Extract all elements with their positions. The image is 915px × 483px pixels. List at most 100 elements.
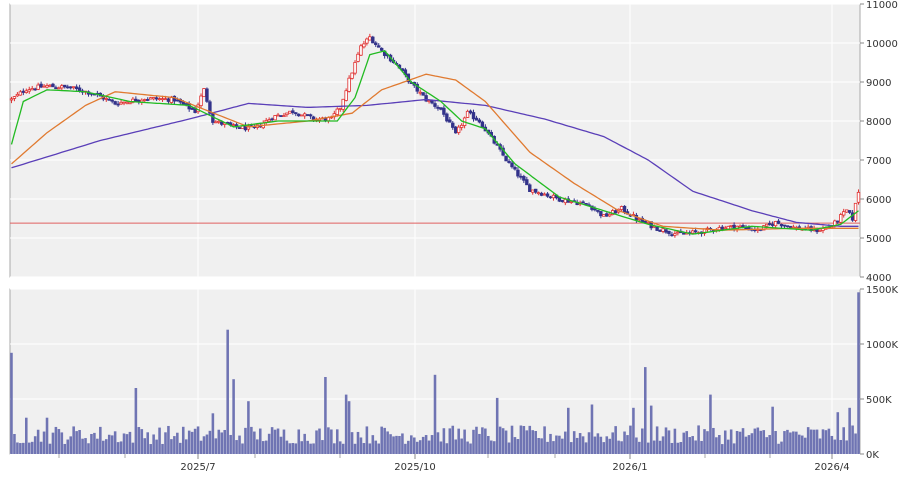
- volume-bar: [25, 417, 28, 454]
- volume-bar: [110, 435, 114, 454]
- candle-body: [199, 95, 203, 107]
- ma-mid-line: [11, 73, 859, 231]
- volume-bar: [842, 427, 845, 454]
- candle-body: [205, 88, 209, 102]
- volume-bar: [285, 440, 289, 454]
- candle-body: [847, 210, 852, 213]
- volume-bar: [664, 427, 668, 454]
- volume-bar: [258, 428, 262, 454]
- candle-body: [605, 213, 609, 217]
- volume-tick-label: 500K: [866, 395, 892, 406]
- volume-bar: [809, 429, 813, 454]
- candle-body: [664, 229, 668, 233]
- volume-bar: [815, 429, 819, 454]
- candle-body: [676, 231, 680, 234]
- candle-body: [148, 97, 153, 100]
- volume-bar: [321, 440, 324, 454]
- volume-bar: [492, 441, 496, 454]
- price-panel: 11000 10000 9000 8000 7000 6000 5000 4000: [9, 0, 898, 284]
- candle-body: [667, 230, 671, 234]
- candle-body: [231, 124, 236, 127]
- volume-bar: [780, 441, 783, 454]
- candle-body: [211, 113, 215, 123]
- candle-body: [584, 203, 588, 205]
- volume-bar: [558, 435, 561, 454]
- candle-body: [379, 47, 384, 51]
- volume-bar: [264, 440, 268, 454]
- x-tick-label: 2026/4: [814, 462, 849, 473]
- candle-body: [720, 226, 724, 231]
- candle-body: [51, 83, 55, 88]
- volume-bar: [513, 437, 517, 454]
- candle-body: [110, 99, 114, 102]
- volume-bar: [575, 437, 579, 454]
- candle-body: [519, 175, 523, 178]
- volume-bar: [487, 436, 490, 454]
- volume-bar: [90, 434, 93, 454]
- candle-body: [267, 119, 271, 122]
- volume-bar: [667, 430, 671, 454]
- candle-body: [474, 117, 479, 121]
- candle-body: [738, 225, 742, 228]
- volume-bar: [836, 412, 840, 454]
- volume-bar: [750, 433, 754, 454]
- volume-bar: [605, 436, 609, 454]
- volume-bar: [495, 397, 499, 454]
- candle-body: [608, 213, 612, 217]
- price-tick-label: 6000: [866, 195, 891, 206]
- candle-body: [516, 169, 520, 177]
- volume-bar: [235, 440, 238, 454]
- candle-body: [24, 90, 28, 93]
- candle-body: [779, 224, 784, 227]
- candle-body: [723, 227, 727, 230]
- volume-bar: [777, 443, 780, 454]
- volume-bar: [469, 443, 472, 454]
- volume-bar: [510, 425, 514, 454]
- candle-body: [208, 101, 212, 114]
- volume-bar: [119, 441, 123, 454]
- volume-bar: [75, 431, 78, 454]
- candle-body: [424, 95, 428, 102]
- candle-body: [163, 98, 168, 101]
- volume-bar: [57, 429, 61, 454]
- candle-body: [137, 99, 141, 102]
- volume-bar: [759, 430, 763, 454]
- candle-body: [308, 114, 313, 117]
- volume-tick-label: 1500K: [866, 285, 898, 296]
- volume-bar: [412, 437, 416, 454]
- volume-bar: [540, 438, 543, 454]
- volume-bar: [279, 436, 283, 454]
- volume-bar: [516, 439, 520, 454]
- candle-body: [729, 224, 733, 227]
- volume-bar: [528, 425, 532, 454]
- volume-bar: [546, 441, 549, 454]
- volume-bar: [353, 443, 357, 454]
- candle-body: [856, 191, 861, 203]
- volume-bar: [566, 407, 570, 454]
- volume-bar: [475, 426, 478, 454]
- volume-bar: [765, 437, 768, 454]
- volume-bar: [682, 432, 686, 454]
- candle-body: [421, 92, 425, 96]
- volume-bar: [522, 425, 526, 454]
- candle-body: [513, 167, 517, 170]
- candle-body: [18, 91, 23, 96]
- volume-bar: [685, 431, 689, 454]
- candle-body: [104, 98, 108, 100]
- ma-short-line: [10, 50, 859, 235]
- candle-body: [294, 112, 298, 115]
- volume-bar: [418, 440, 422, 454]
- candle-body: [107, 98, 111, 101]
- volume-bar: [738, 431, 742, 454]
- volume-bar: [845, 440, 848, 454]
- volume-bar: [193, 428, 197, 454]
- candle-body: [468, 110, 473, 114]
- volume-bar: [232, 379, 235, 454]
- price-tick-label: 4000: [866, 273, 891, 284]
- candle-body: [542, 193, 547, 196]
- price-tick-label: 5000: [866, 234, 891, 245]
- volume-bar: [484, 428, 487, 454]
- volume-bar: [226, 329, 229, 454]
- volume-bar: [241, 443, 244, 454]
- price-tick-label: 11000: [866, 0, 898, 11]
